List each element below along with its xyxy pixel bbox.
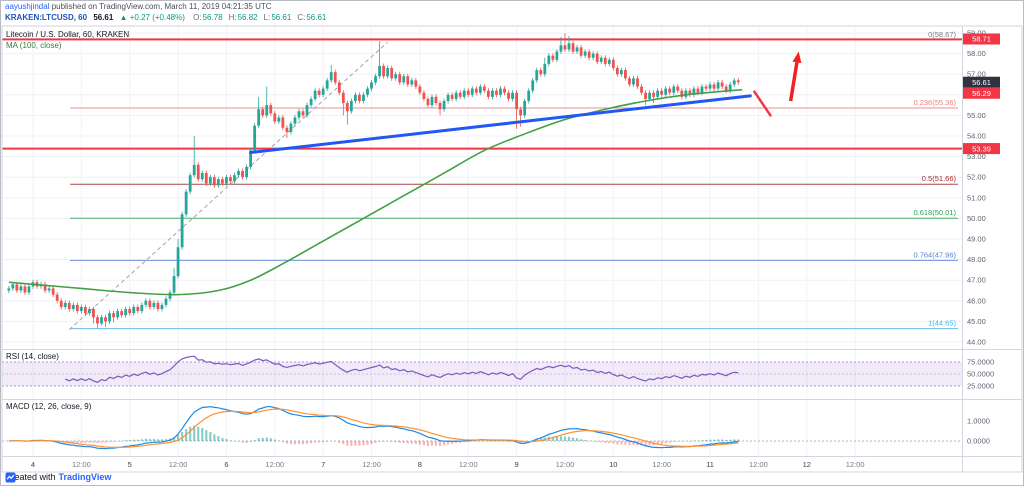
byline-text: published on TradingView.com, March 11, …: [49, 2, 272, 11]
svg-text:57.00: 57.00: [967, 70, 986, 79]
svg-text:10: 10: [609, 460, 617, 469]
svg-text:58.71: 58.71: [972, 35, 991, 44]
svg-text:1.0000: 1.0000: [967, 417, 990, 426]
svg-text:12:00: 12:00: [362, 460, 381, 469]
svg-text:0.764(47.96): 0.764(47.96): [913, 250, 956, 259]
svg-text:51.00: 51.00: [967, 193, 986, 202]
svg-text:58.00: 58.00: [967, 49, 986, 58]
svg-text:49.00: 49.00: [967, 235, 986, 244]
svg-text:55.00: 55.00: [967, 111, 986, 120]
svg-text:12:00: 12:00: [265, 460, 284, 469]
svg-text:59.00: 59.00: [967, 29, 986, 38]
svg-text:0.0000: 0.0000: [967, 437, 990, 446]
svg-text:12:00: 12:00: [652, 460, 671, 469]
svg-text:9: 9: [515, 460, 519, 469]
svg-text:46.00: 46.00: [967, 296, 986, 305]
up-arrow-icon: ▲: [119, 13, 128, 22]
price-change: ▲ +0.27 (+0.48%): [120, 13, 185, 22]
svg-text:12:00: 12:00: [72, 460, 91, 469]
tradingview-brand-link[interactable]: TradingView: [58, 472, 112, 482]
change-value: +0.27 (+0.48%): [129, 13, 185, 22]
last-price: 56.61: [93, 13, 114, 22]
svg-text:25.0000: 25.0000: [967, 382, 994, 391]
svg-text:7: 7: [321, 460, 325, 469]
svg-text:12:00: 12:00: [169, 460, 188, 469]
svg-text:53.39: 53.39: [972, 144, 991, 153]
svg-text:53.00: 53.00: [967, 152, 986, 161]
svg-text:0.5(51.66): 0.5(51.66): [922, 174, 957, 183]
svg-text:6: 6: [224, 460, 228, 469]
rsi-indicator-label: RSI (14, close): [6, 352, 59, 361]
svg-text:1(44.65): 1(44.65): [928, 319, 956, 328]
svg-text:45.00: 45.00: [967, 317, 986, 326]
svg-text:52.00: 52.00: [967, 173, 986, 182]
ohlc-values: O:56.78 H:56.82 L:56.61 C:56.61: [193, 13, 327, 22]
svg-text:56.29: 56.29: [972, 89, 991, 98]
svg-text:12:00: 12:00: [846, 460, 865, 469]
svg-text:0.618(50.01): 0.618(50.01): [913, 208, 956, 217]
svg-text:54.00: 54.00: [967, 132, 986, 141]
svg-text:0.236(55.36): 0.236(55.36): [913, 98, 956, 107]
svg-text:8: 8: [418, 460, 422, 469]
created-with-text: Created with: [5, 472, 56, 482]
svg-text:50.00: 50.00: [967, 214, 986, 223]
tradingview-logo-icon: [5, 472, 16, 483]
symbol-info-row: KRAKEN:LTCUSD, 60 56.61 ▲ +0.27 (+0.48%)…: [5, 13, 326, 22]
svg-text:0(58.67): 0(58.67): [928, 30, 956, 39]
svg-text:47.00: 47.00: [967, 276, 986, 285]
svg-text:56.61: 56.61: [972, 78, 991, 87]
svg-text:12:00: 12:00: [459, 460, 478, 469]
svg-text:12:00: 12:00: [749, 460, 768, 469]
svg-text:44.00: 44.00: [967, 338, 986, 347]
byline: aayushjindal published on TradingView.co…: [5, 2, 272, 11]
author-link[interactable]: aayushjindal: [5, 2, 50, 11]
ma-indicator-label: MA (100, close): [6, 41, 62, 50]
svg-text:48.00: 48.00: [967, 255, 986, 264]
svg-text:12: 12: [803, 460, 811, 469]
svg-text:11: 11: [706, 460, 714, 469]
symbol-label: KRAKEN:LTCUSD, 60: [5, 13, 88, 22]
svg-text:50.0000: 50.0000: [967, 370, 994, 379]
svg-text:75.0000: 75.0000: [967, 358, 994, 367]
svg-text:4: 4: [31, 460, 35, 469]
svg-text:12:00: 12:00: [556, 460, 575, 469]
svg-text:5: 5: [128, 460, 132, 469]
macd-indicator-label: MACD (12, 26, close, 9): [6, 402, 92, 411]
footer-credit[interactable]: Created with TradingView: [5, 472, 112, 483]
chart-title: Litecoin / U.S. Dollar, 60, KRAKEN: [6, 30, 130, 39]
